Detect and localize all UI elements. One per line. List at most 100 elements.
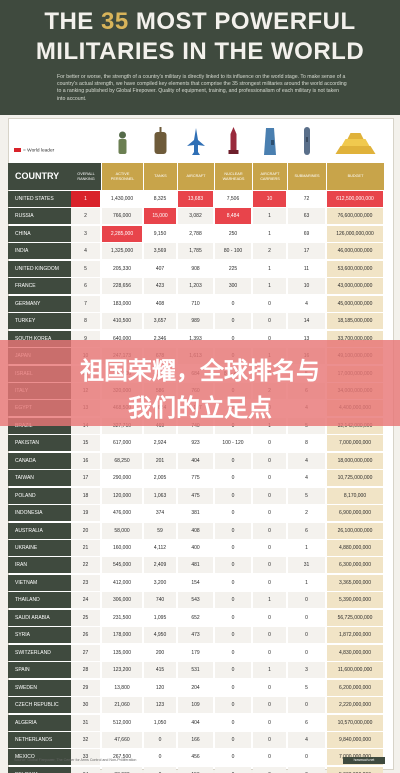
table-cell: 2,409 [144,557,176,574]
table-cell: 8 [71,313,100,330]
table-cell: 5 [288,679,325,696]
submarine-icon [304,127,310,155]
table-cell: 5 [71,260,100,277]
table-cell: 6 [288,714,325,731]
country-name: TURKEY [8,313,71,330]
intro-text: For better or worse, the strength of a c… [57,74,347,102]
table-cell: 160,000 [102,540,142,556]
country-name: CANADA [8,452,71,469]
table-cell: 6,300,000,000 [327,557,383,574]
table-cell: 120,000 [102,487,142,504]
table-cell: 306,000 [102,592,142,609]
table-cell: 0 [253,714,286,731]
table-cell: 17 [288,243,325,260]
country-name: TAIWAN [8,470,71,487]
table-row: FRANCE 6 228,656 423 1,203 300 1 10 43,000,000,0… [8,278,392,295]
table-cell: 228,656 [102,278,142,295]
table-cell: 0 [215,452,251,469]
column-header: ACTIVE PERSONNEL [102,163,143,190]
country-name: CHINA [8,225,71,242]
table-cell: 4 [288,295,325,312]
table-cell: 11 [288,260,325,277]
table-cell: 0 [253,522,286,539]
table-row: BELGIUM3433,00001560005,000,000,000 [8,766,392,773]
table-cell: 415 [144,662,176,679]
country-name: VIETNAM [8,574,71,591]
table-cell: 0 [215,766,251,773]
country-name: NETHERLANDS [8,731,71,748]
table-cell: 0 [215,470,251,487]
table-cell: 33,000 [102,766,142,773]
table-cell: 8,484 [215,208,251,225]
table-row: INDIA 4 1,325,000 3,569 1,785 80 - 100 2 17 46,0… [8,243,392,260]
table-row: AUSTRALIA 20 58,000 59 408 0 0 6 26,100,000,000 [8,522,392,540]
table-cell: 412,000 [102,574,142,591]
table-cell: 10 [288,278,325,295]
table-cell: 2,924 [144,435,176,452]
table-cell: 0 [215,662,251,679]
table-cell: 1 [253,260,286,277]
table-cell: 374 [144,505,176,522]
table-cell: 0 [288,644,325,661]
table-cell: 740 [144,592,176,609]
country-name: ALGERIA [8,714,71,731]
table-cell: 0 [144,766,176,773]
table-cell: 4 [288,731,325,748]
table-cell: 58,000 [102,522,142,539]
table-row: UNITED STATES 1 1,430,000 8,325 13,683 7,506 1… [8,191,392,208]
table-cell: 0 [288,749,325,766]
table-cell: 543 [178,592,213,609]
table-cell: 2,220,000,000 [327,697,383,714]
tank-icon [154,127,167,154]
table-cell: 46,000,000,000 [327,243,383,260]
column-header: SUBMARINES [288,163,326,190]
table-cell: 3,569 [144,243,176,260]
table-cell: 13,800 [102,679,142,696]
table-row: IRAN 22 545,000 2,409 481 0 0 31 6,300,000,000 [8,557,392,574]
table-cell: 8 [288,435,325,452]
country-name: PAKISTAN [8,435,71,452]
table-cell: 0 [253,505,286,522]
table-cell: 7,000,000,000 [327,435,383,452]
table-cell: 0 [215,522,251,539]
table-cell: 0 [253,452,286,469]
table-cell: 3,200 [144,574,176,591]
table-cell: 0 [253,731,286,748]
table-cell: 1 [253,278,286,295]
table-cell: 512,000 [102,714,142,731]
table-row: SWEDEN 29 13,800 120 204 0 0 5 6,200,000,000 [8,679,392,697]
table-cell: 63 [288,208,325,225]
table-cell: 0 [253,644,286,661]
table-cell: 0 [253,697,286,714]
table-cell: 31 [288,557,325,574]
table-cell: 26,100,000,000 [327,522,383,539]
table-cell: 0 [215,731,251,748]
table-row: SYRIA 26 178,000 4,950 473 0 0 0 1,872,000,000 [8,627,392,644]
table-cell: 109 [178,697,213,714]
table-cell: 8,325 [144,191,176,207]
table-cell: 0 [253,313,286,330]
table-cell: 59 [144,522,176,539]
table-cell: 473 [178,627,213,644]
table-cell: 4 [288,470,325,487]
table-cell: 100 - 120 [215,435,251,452]
table-cell: 476,000 [102,505,142,522]
table-cell: 10,725,000,000 [327,470,383,487]
aircraft-icon [187,128,205,155]
table-cell: 381 [178,505,213,522]
table-row: RUSSIA 2 766,000 15,000 3,082 8,484 1 63 76,600,… [8,208,392,225]
table-cell: 18,185,000,000 [327,313,383,330]
table-cell: 0 [253,766,286,773]
table-cell: 1,785 [178,243,213,260]
table-cell: 0 [253,749,286,766]
column-header: TANKS [144,163,177,190]
table-cell: 0 [288,609,325,626]
table-cell: 404 [178,714,213,731]
table-cell: 612,500,000,000 [327,191,383,207]
table-cell: 23 [71,574,100,591]
table-cell: 0 [288,766,325,773]
table-cell: 0 [144,749,176,766]
legend-label: = World leader [23,148,55,154]
table-cell: 166 [178,731,213,748]
